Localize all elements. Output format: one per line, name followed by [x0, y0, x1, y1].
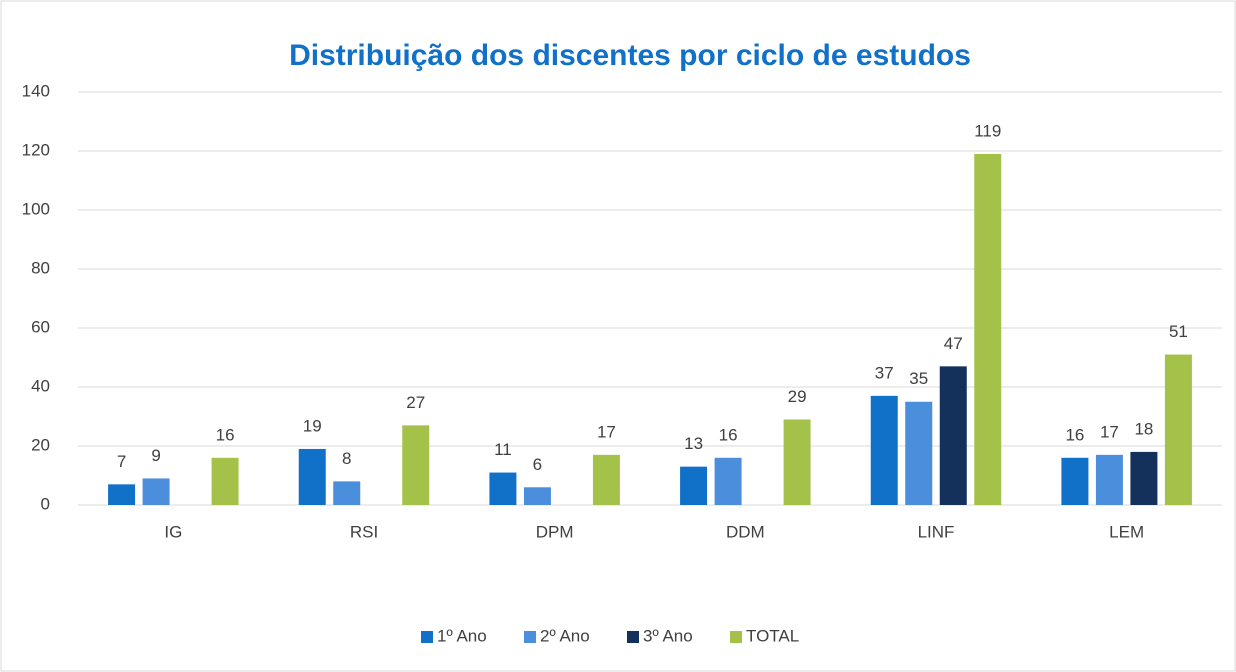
- x-tick-label: DDM: [726, 522, 765, 541]
- data-label: 37: [875, 363, 894, 382]
- data-label: 119: [974, 121, 1001, 140]
- legend-label: 1º Ano: [437, 626, 487, 645]
- x-tick-label: RSI: [350, 522, 378, 541]
- x-tick-label: LINF: [918, 522, 955, 541]
- y-tick-label: 120: [22, 140, 50, 159]
- bar: [523, 487, 551, 505]
- bar: [333, 481, 361, 505]
- legend-swatch: [524, 631, 536, 643]
- bar: [142, 478, 170, 505]
- data-label: 16: [216, 425, 235, 444]
- bar: [211, 457, 239, 505]
- data-label: 17: [597, 422, 616, 441]
- data-label: 11: [494, 440, 512, 459]
- data-label: 16: [1065, 425, 1084, 444]
- bar: [108, 484, 136, 505]
- legend-label: TOTAL: [746, 626, 799, 645]
- data-label: 47: [944, 334, 963, 353]
- chart-title: Distribuição dos discentes por ciclo de …: [289, 39, 971, 72]
- y-tick-label: 100: [22, 199, 50, 218]
- bar: [1061, 457, 1089, 505]
- bar: [1164, 354, 1192, 505]
- y-tick-label: 0: [41, 494, 50, 513]
- data-label: 17: [1100, 422, 1119, 441]
- legend-swatch: [730, 631, 742, 643]
- legend-swatch: [421, 631, 433, 643]
- bar: [298, 448, 326, 505]
- data-label: 35: [909, 369, 928, 388]
- data-label: 19: [303, 416, 322, 435]
- data-label: 8: [342, 449, 351, 468]
- bar: [402, 425, 430, 505]
- y-tick-label: 60: [31, 317, 50, 336]
- bar: [939, 366, 967, 505]
- legend-label: 2º Ano: [540, 626, 590, 645]
- bar: [783, 419, 811, 505]
- x-tick-label: DPM: [536, 522, 574, 541]
- legend-label: 3º Ano: [643, 626, 693, 645]
- bar: [905, 401, 933, 505]
- data-label: 51: [1169, 322, 1188, 341]
- data-label: 6: [533, 455, 542, 474]
- data-label: 9: [151, 446, 160, 465]
- data-label: 13: [684, 434, 703, 453]
- y-tick-label: 40: [31, 376, 50, 395]
- x-tick-label: IG: [164, 522, 182, 541]
- bar: [870, 395, 898, 505]
- bar: [489, 472, 517, 505]
- y-tick-label: 80: [31, 258, 50, 277]
- bar: [1130, 451, 1158, 505]
- y-tick-label: 140: [22, 81, 50, 100]
- bar: [974, 153, 1002, 505]
- data-label: 7: [117, 452, 126, 471]
- x-tick-label: LEM: [1109, 522, 1144, 541]
- data-label: 18: [1134, 419, 1153, 438]
- data-label: 27: [406, 393, 425, 412]
- bar: [714, 457, 742, 505]
- y-tick-label: 20: [31, 435, 50, 454]
- bar: [592, 454, 620, 505]
- bar: [680, 466, 708, 505]
- data-label: 29: [788, 387, 807, 406]
- bar: [1095, 454, 1123, 505]
- data-label: 16: [719, 425, 738, 444]
- legend-swatch: [627, 631, 639, 643]
